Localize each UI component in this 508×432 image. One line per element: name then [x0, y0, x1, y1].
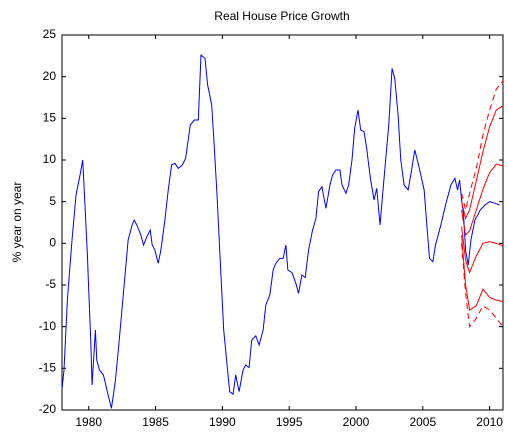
x-tick-label: 1980 — [75, 415, 102, 429]
x-tick-label: 1990 — [209, 415, 236, 429]
series-line — [461, 163, 504, 237]
x-tick-label: 2010 — [476, 415, 503, 429]
y-axis-label: % year on year — [10, 182, 24, 263]
series-line — [461, 226, 504, 274]
y-tick-label: 10 — [43, 152, 57, 166]
y-tick-label: -20 — [39, 402, 57, 416]
x-tick-label: 2005 — [409, 415, 436, 429]
x-tick-label: 2000 — [343, 415, 370, 429]
chart-title: Real House Price Growth — [214, 9, 349, 23]
y-tick-label: 0 — [49, 236, 56, 250]
y-tick-label: -5 — [45, 277, 56, 291]
series-line — [461, 105, 504, 220]
y-tick-label: -15 — [39, 361, 57, 375]
series-line — [461, 234, 504, 311]
y-tick-label: 5 — [49, 194, 56, 208]
y-tick-label: 15 — [43, 111, 57, 125]
x-tick-label: 1995 — [276, 415, 303, 429]
y-tick-label: 20 — [43, 69, 57, 83]
series-line — [461, 80, 504, 211]
series-line — [61, 53, 500, 409]
y-tick-label: 25 — [43, 27, 57, 41]
x-tick-label: 1985 — [142, 415, 169, 429]
plot-frame — [61, 34, 504, 411]
y-tick-label: -10 — [39, 319, 57, 333]
series-line — [461, 243, 504, 328]
